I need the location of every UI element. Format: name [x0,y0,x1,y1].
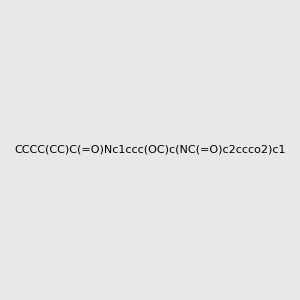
Text: CCCC(CC)C(=O)Nc1ccc(OC)c(NC(=O)c2ccco2)c1: CCCC(CC)C(=O)Nc1ccc(OC)c(NC(=O)c2ccco2)c… [14,145,286,155]
